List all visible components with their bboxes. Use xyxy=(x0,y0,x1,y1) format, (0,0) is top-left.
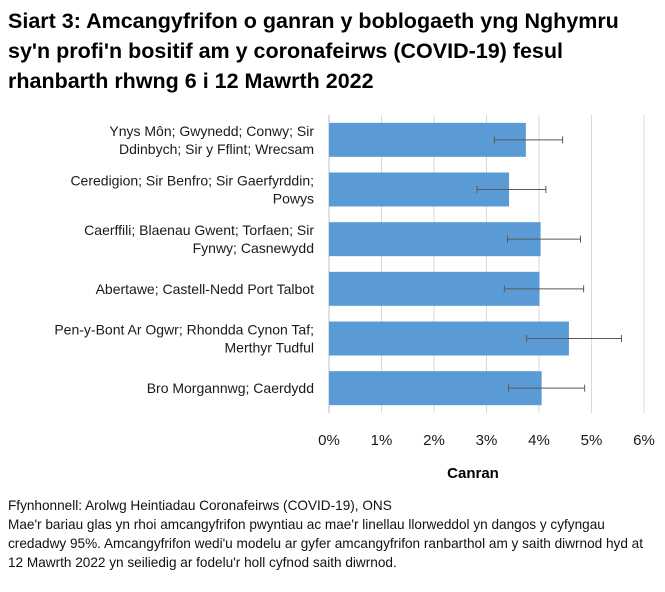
bar xyxy=(329,371,542,406)
category-label-line: Ynys Môn; Gwynedd; Conwy; Sir xyxy=(109,123,314,139)
x-tick-label: 2% xyxy=(423,432,445,449)
x-tick-label: 0% xyxy=(318,432,340,449)
x-tick-label: 3% xyxy=(476,432,498,449)
category-label: Pen-y-Bont Ar Ogwr; Rhondda Cynon Taf; Me… xyxy=(54,322,314,356)
category-label: Caerffili; Blaenau Gwent; Torfaen; Sir Fy… xyxy=(84,222,314,256)
x-tick-label: 6% xyxy=(633,432,655,449)
category-label-line: Powys xyxy=(273,191,314,207)
category-label-line: Merthyr Tudful xyxy=(225,340,314,356)
chart-notes: Ffynhonnell: Arolwg Heintiadau Coronafei… xyxy=(8,496,658,572)
category-label-line: Fynwy; Casnewydd xyxy=(193,240,314,256)
category-label-line: Bro Morgannwg; Caerdydd xyxy=(147,380,314,396)
category-label: Ceredigion; Sir Benfro; Sir Gaerfyrddin;… xyxy=(70,173,314,207)
category-label-line: Ddinbych; Sir y Fflint; Wrecsam xyxy=(119,141,314,157)
bar-chart: Ynys Môn; Gwynedd; Conwy; Sir Ddinbych; S… xyxy=(54,115,655,482)
x-tick-label: 1% xyxy=(371,432,393,449)
category-label-line: Ceredigion; Sir Benfro; Sir Gaerfyrddin; xyxy=(70,173,314,189)
bar xyxy=(329,222,541,257)
category-label: Bro Morgannwg; Caerdydd xyxy=(147,380,314,396)
category-label: Abertawe; Castell-Nedd Port Talbot xyxy=(96,281,315,297)
category-label-line: Pen-y-Bont Ar Ogwr; Rhondda Cynon Taf; xyxy=(54,322,314,338)
x-tick-label: 5% xyxy=(581,432,603,449)
bar xyxy=(329,122,526,157)
x-axis-label: Canran xyxy=(447,465,499,482)
x-tick-label: 4% xyxy=(528,432,550,449)
category-label: Ynys Môn; Gwynedd; Conwy; Sir Ddinbych; S… xyxy=(109,123,314,157)
category-label-line: Abertawe; Castell-Nedd Port Talbot xyxy=(96,281,315,297)
chart-title: Siart 3: Amcangyfrifon o ganran y boblog… xyxy=(8,9,619,93)
source-note: Ffynhonnell: Arolwg Heintiadau Coronafei… xyxy=(8,498,392,513)
category-label-line: Caerffili; Blaenau Gwent; Torfaen; Sir xyxy=(84,222,314,238)
explanation-note: Mae'r bariau glas yn rhoi amcangyfrifon … xyxy=(8,517,644,570)
